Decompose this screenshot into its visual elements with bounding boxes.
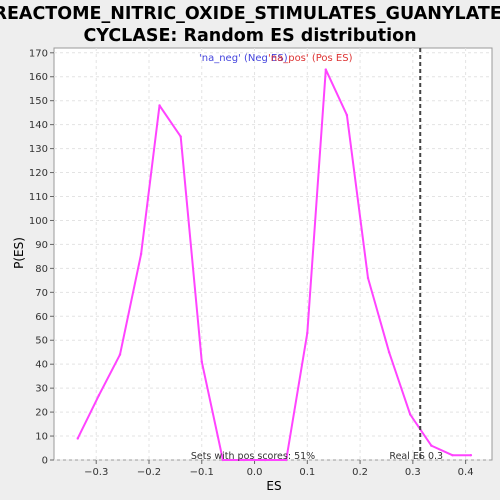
y-tick-label: 150 (29, 96, 48, 107)
x-tick-label: 0.2 (352, 467, 368, 478)
es-distribution-point (324, 68, 327, 71)
markers: Real ES 0.3 (389, 48, 443, 462)
es-distribution-point (97, 394, 101, 397)
es-distribution-point (200, 360, 203, 363)
y-tick-label: 120 (29, 168, 48, 179)
es-distribution-point (139, 252, 143, 256)
y-tick-label: 100 (29, 216, 48, 227)
y-tick-label: 0 (42, 456, 48, 467)
es-distribution-point (263, 458, 267, 462)
y-tick-label: 70 (35, 288, 48, 299)
x-tick-label: 0.1 (299, 467, 315, 478)
axes: 0 10 20 30 40 50 60 70 80 90 100 110 120 130 140 150 160… (29, 48, 474, 478)
y-tick-label: 30 (35, 384, 48, 395)
es-distribution-point (430, 444, 433, 447)
es-distribution-point (469, 454, 473, 457)
x-tick-label: 0.3 (405, 467, 421, 478)
y-tick-label: 50 (35, 336, 48, 347)
x-tick-label: −0.3 (84, 467, 108, 478)
es-distribution-point (242, 458, 246, 462)
es-distribution-point (409, 413, 412, 416)
plot-area (53, 47, 493, 461)
y-tick-label: 40 (35, 360, 48, 371)
y-tick-label: 60 (35, 312, 48, 323)
es-distribution-point (451, 454, 454, 457)
es-distribution-point (306, 331, 309, 335)
x-tick-label: 0.4 (458, 467, 474, 478)
x-tick-label: −0.2 (137, 467, 161, 478)
legend-pos: 'na_pos' (Pos ES) (268, 53, 353, 64)
y-tick-label: 90 (35, 240, 48, 251)
legend-neg: 'na_neg' (Neg ES) (199, 53, 288, 64)
y-tick-label: 10 (35, 432, 48, 443)
es-distribution-point (221, 458, 225, 462)
es-distribution-point (76, 437, 79, 440)
es-distribution-point (118, 353, 122, 356)
y-tick-label: 160 (29, 72, 48, 83)
y-axis-label: P(ES) (12, 237, 26, 269)
y-tick-label: 20 (35, 408, 48, 419)
es-distribution-point (387, 351, 391, 354)
y-tick-label: 170 (29, 48, 48, 59)
y-tick-label: 110 (29, 192, 48, 203)
chart-title-line-1: REACTOME_NITRIC_OXIDE_STIMULATES_GUANYLA… (0, 4, 500, 24)
grid-lines (54, 48, 492, 461)
es-distribution-line (76, 68, 471, 461)
chart-title-line-2: CYCLASE: Random ES distribution (83, 26, 416, 46)
x-tick-label: −0.1 (190, 467, 214, 478)
es-distribution-point (284, 458, 288, 462)
pos-scores-annotation: Sets with pos scores: 51% (191, 451, 315, 462)
series-layer (76, 68, 473, 462)
es-distribution-point (345, 113, 349, 117)
y-tick-label: 140 (29, 120, 48, 131)
es-distribution-point (366, 276, 370, 280)
y-tick-label: 80 (35, 264, 48, 275)
es-distribution-point (158, 104, 161, 107)
es-distribution-point (179, 135, 182, 138)
real-es-label: Real ES 0.3 (389, 451, 443, 462)
x-tick-label: 0.0 (247, 467, 263, 478)
x-axis-label: ES (266, 479, 281, 493)
y-tick-label: 130 (29, 144, 48, 155)
